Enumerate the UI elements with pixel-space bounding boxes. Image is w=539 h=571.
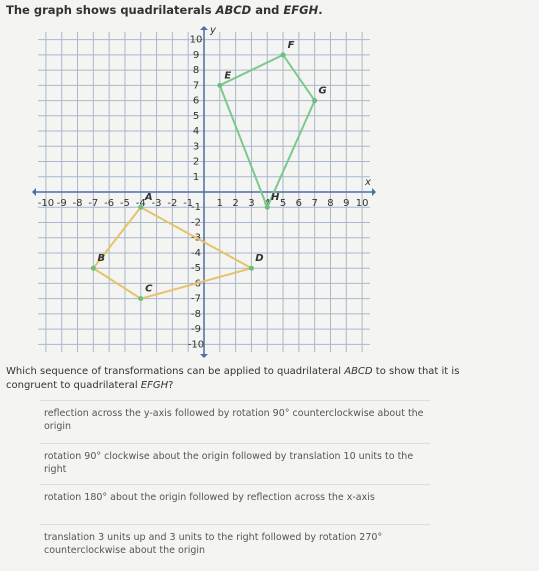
y-tick-label: -4 <box>191 248 201 259</box>
vertex <box>312 98 318 104</box>
question: Which sequence of transformations can be… <box>6 365 486 393</box>
y-tick-label: -9 <box>191 324 201 335</box>
text-part: EFGH <box>140 380 169 391</box>
vertex-label: H <box>271 192 280 203</box>
x-tick-label: 9 <box>343 198 349 209</box>
y-tick-label: 3 <box>193 141 199 152</box>
text-part: The graph shows quadrilaterals <box>6 3 216 17</box>
x-tick-label: 4 <box>264 198 270 209</box>
x-tick-label: 7 <box>311 198 317 209</box>
axis-arrow <box>200 26 208 30</box>
answer-option[interactable]: reflection across the y-axis followed by… <box>40 400 430 439</box>
answer-option[interactable]: rotation 180° about the origin followed … <box>40 484 430 510</box>
vertex-label: C <box>145 284 153 295</box>
vertex-label: B <box>98 253 106 264</box>
y-tick-label: 2 <box>193 157 199 168</box>
y-tick-label: 10 <box>190 35 203 46</box>
y-tick-label: 1 <box>193 172 199 183</box>
axis-arrow <box>372 188 376 196</box>
vertex-label: F <box>288 40 295 51</box>
text-part: . <box>318 3 323 17</box>
x-tick-label: -8 <box>73 198 83 209</box>
text-part: to show that it is congruent to quadrila… <box>6 366 460 391</box>
y-tick-label: 9 <box>193 50 199 61</box>
x-tick-label: -5 <box>120 198 130 209</box>
axis-arrow <box>200 354 208 358</box>
x-tick-label: 8 <box>327 198 333 209</box>
x-tick-label: -9 <box>57 198 67 209</box>
x-tick-label: -3 <box>152 198 162 209</box>
y-tick-label: -8 <box>191 309 201 320</box>
title: The graph shows quadrilaterals ABCD and … <box>6 3 323 17</box>
y-tick-label: -7 <box>191 294 201 305</box>
x-axis-label: x <box>364 177 371 188</box>
x-tick-label: -2 <box>167 198 177 209</box>
vertex <box>264 204 270 210</box>
text-part: EFGH <box>283 3 319 17</box>
x-tick-label: 2 <box>232 198 238 209</box>
vertex <box>90 265 96 271</box>
text-part: ? <box>168 380 174 391</box>
y-tick-label: 5 <box>193 111 199 122</box>
vertex-label: D <box>255 253 263 264</box>
text-part: ABCD <box>344 366 373 377</box>
x-tick-label: -6 <box>104 198 114 209</box>
x-tick-label: 3 <box>248 198 254 209</box>
y-axis-label: y <box>209 25 217 36</box>
y-tick-label: -2 <box>191 217 201 228</box>
vertex <box>217 82 223 88</box>
y-tick-label: -10 <box>188 339 204 350</box>
vertex-label: A <box>144 192 153 203</box>
vertex <box>138 296 144 302</box>
x-tick-label: -4 <box>136 198 146 209</box>
y-tick-label: -5 <box>191 263 201 274</box>
vertex <box>138 204 144 210</box>
vertex-label: E <box>224 70 231 81</box>
x-tick-label: 5 <box>280 198 286 209</box>
graph: -10 -9 -8 -7 -6 -5 -4 -3 -2 -1 1 2 3 4 5 6 7 8 9 10-10-9-8-… <box>32 25 376 358</box>
y-tick-label: 4 <box>193 126 199 137</box>
answer-option[interactable]: translation 3 units up and 3 units to th… <box>40 524 430 563</box>
y-tick-label: 8 <box>193 65 199 76</box>
answer-option[interactable]: rotation 90° clockwise about the origin … <box>40 443 430 482</box>
x-tick-label: -7 <box>88 198 98 209</box>
text-part: Which sequence of transformations can be… <box>6 366 345 377</box>
x-tick-label: 6 <box>296 198 302 209</box>
vertex <box>280 52 286 58</box>
y-tick-label: 7 <box>193 80 199 91</box>
x-tick-label: -1 <box>183 198 193 209</box>
y-tick-label: -1 <box>191 202 201 213</box>
axis-arrow <box>32 188 36 196</box>
x-tick-label: 1 <box>217 198 223 209</box>
y-tick-label: 6 <box>193 96 199 107</box>
vertex-label: G <box>319 86 327 97</box>
vertex <box>248 265 254 271</box>
x-tick-label: 10 <box>356 198 369 209</box>
text-part: ABCD <box>215 3 252 17</box>
text-part: and <box>251 3 284 17</box>
x-tick-label: -10 <box>38 198 54 209</box>
